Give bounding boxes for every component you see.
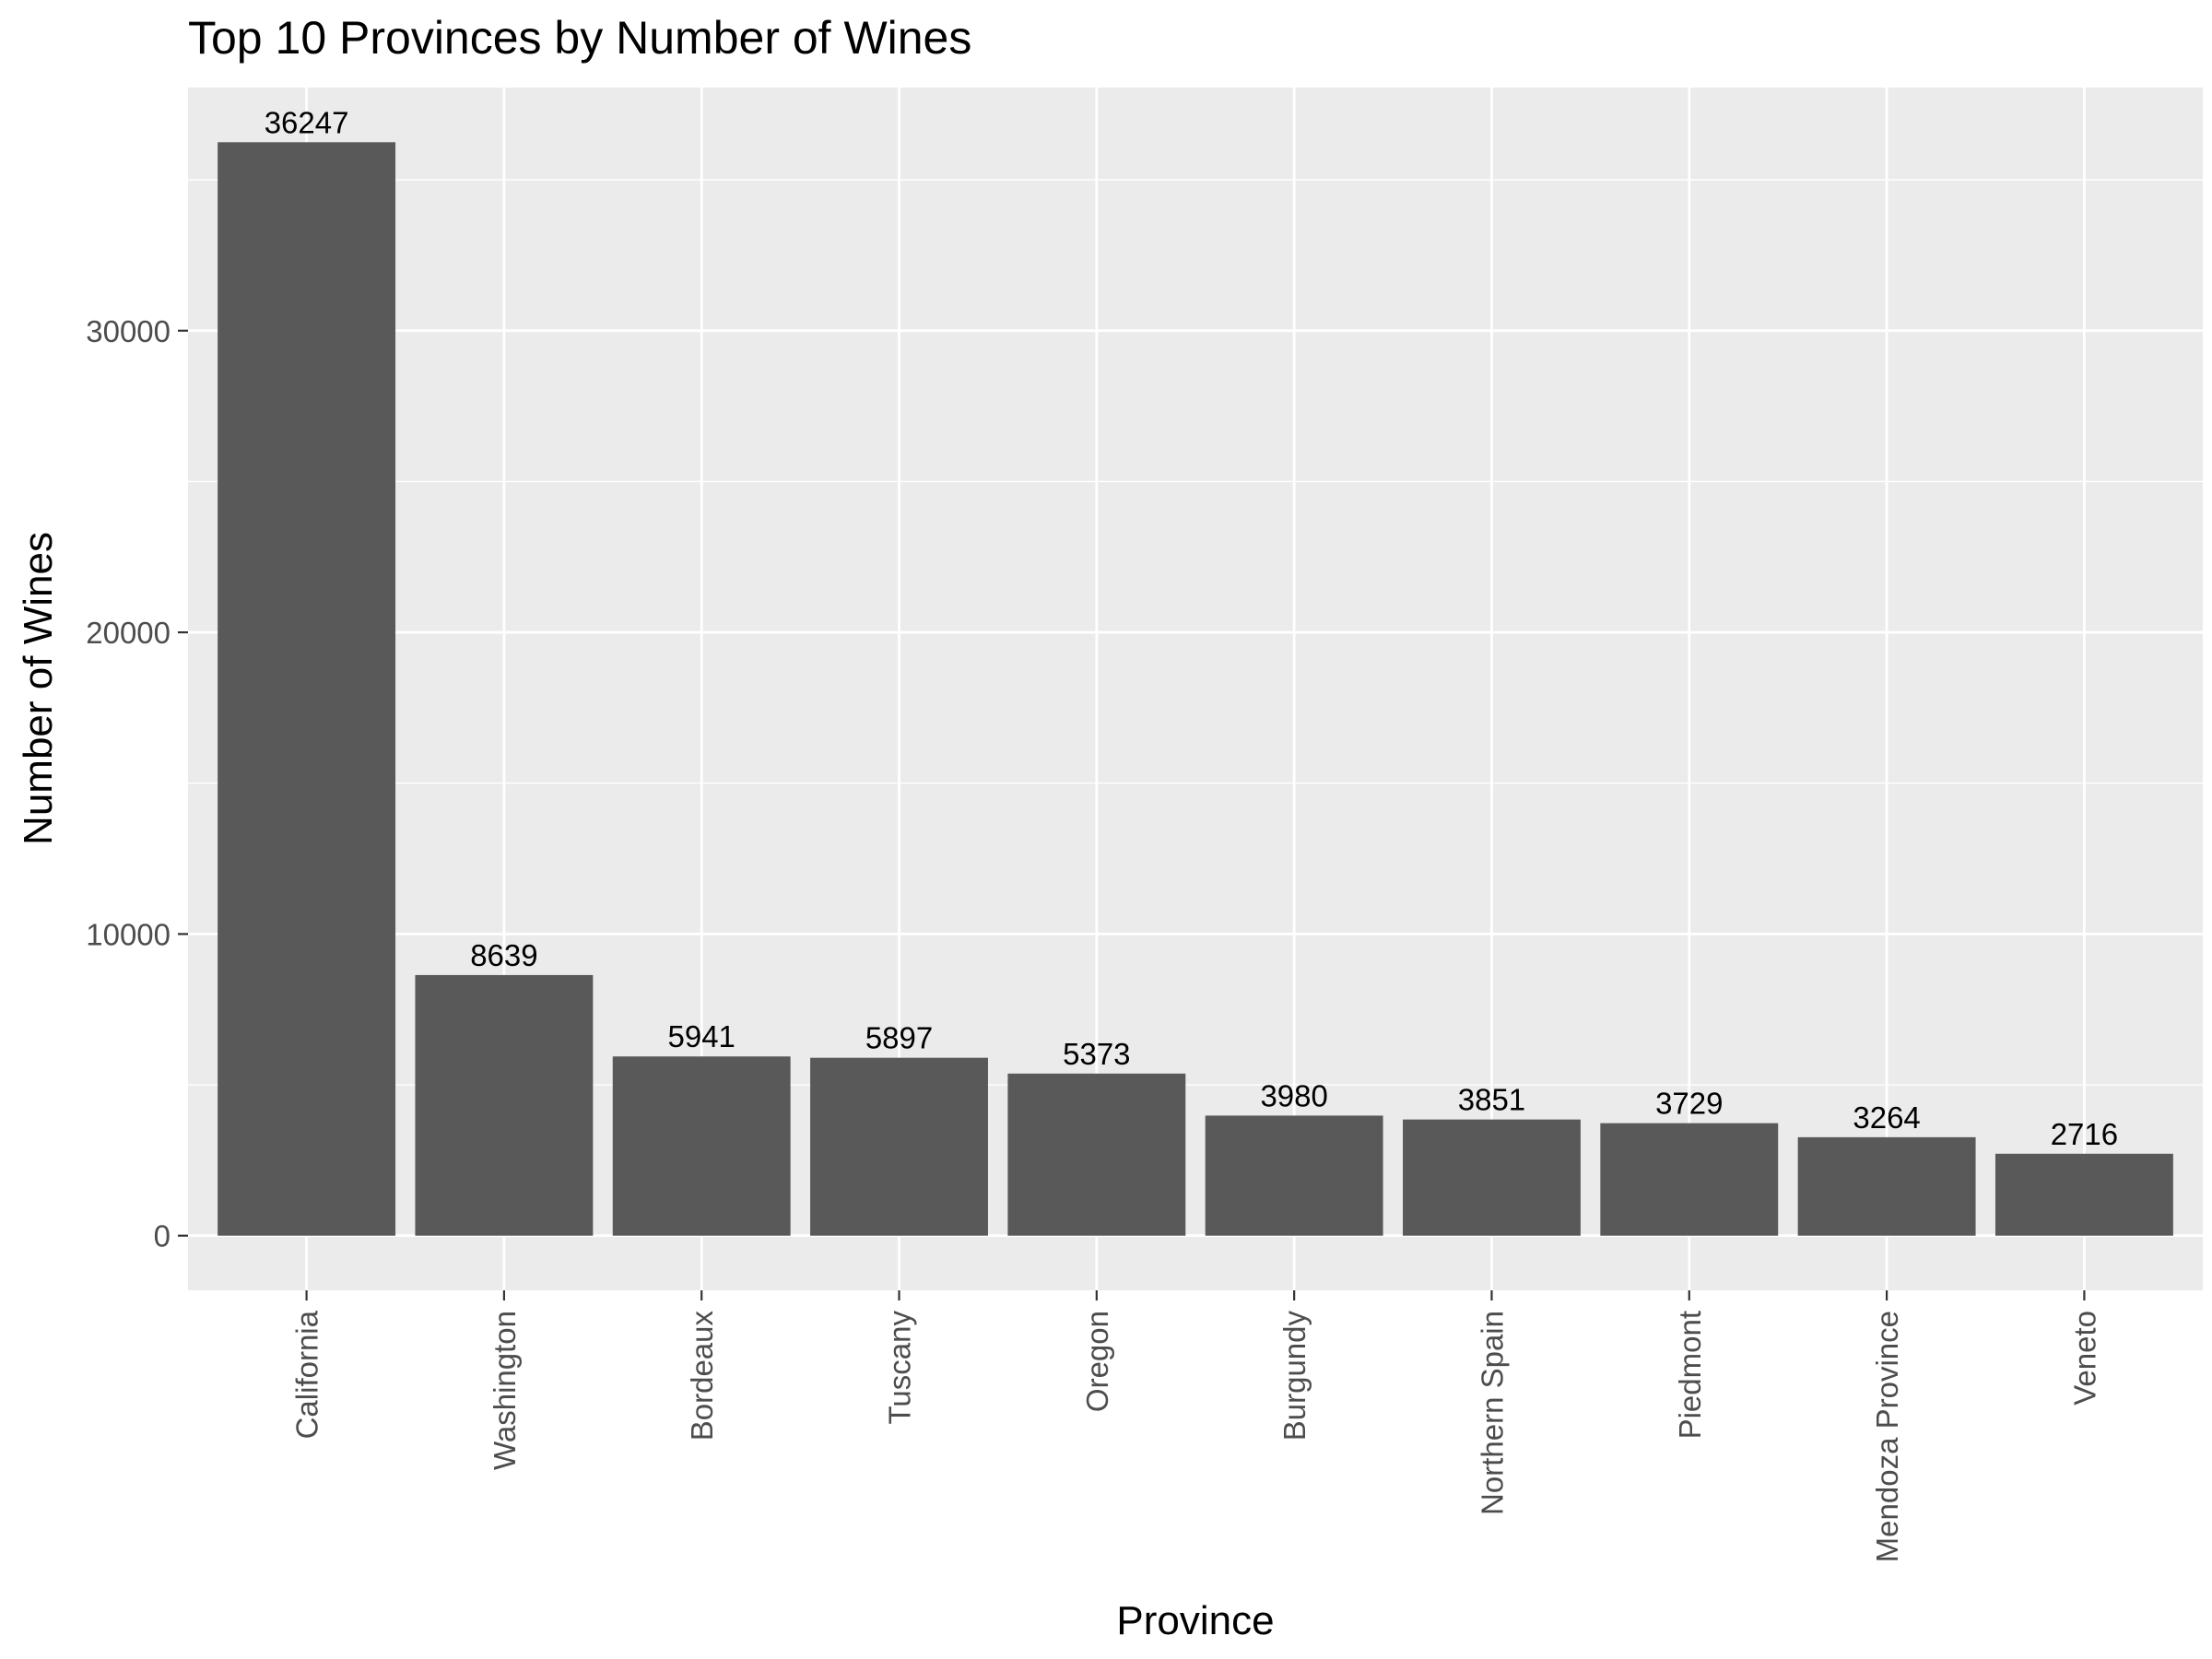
x-tick-label: Tuscany	[883, 1311, 917, 1425]
x-tick-label: Northern Spain	[1475, 1311, 1509, 1515]
bars	[218, 142, 2173, 1236]
bar-value-label: 8639	[470, 938, 537, 972]
y-tick-label: 20000	[86, 616, 171, 650]
bar-value-label: 2716	[2051, 1117, 2118, 1151]
x-tick-label: Burgundy	[1277, 1311, 1312, 1441]
y-tick-label: 0	[154, 1219, 171, 1253]
y-tick-label: 10000	[86, 917, 171, 951]
bar-bordeaux	[612, 1056, 791, 1236]
bar-value-label: 5897	[865, 1021, 933, 1055]
bar-value-label: 3264	[1853, 1100, 1920, 1135]
bar-mendoza-province	[1797, 1136, 1976, 1236]
bar-piedmont	[1600, 1123, 1779, 1236]
x-tick-label: Washington	[488, 1311, 522, 1470]
x-tick-label: Bordeaux	[685, 1311, 719, 1441]
x-axis-title: Province	[1116, 1598, 1274, 1643]
bar-veneto	[1994, 1153, 2173, 1236]
bar-value-label: 3851	[1458, 1083, 1525, 1117]
bar-oregon	[1007, 1073, 1186, 1236]
y-axis-title: Number of Wines	[16, 532, 61, 845]
bar-value-label: 3980	[1260, 1078, 1327, 1112]
chart-title: Top 10 Provinces by Number of Wines	[188, 12, 971, 64]
bar-value-label: 5373	[1063, 1037, 1130, 1071]
x-tick-label: Piedmont	[1673, 1311, 1707, 1439]
bar-value-labels: 36247 8639 5941 5897 5373 3980 3851 3729 3264 271…	[265, 105, 2118, 1150]
x-tick-label: Veneto	[2067, 1311, 2101, 1406]
bar-value-label: 3729	[1655, 1087, 1723, 1121]
bar-value-label: 36247	[265, 105, 349, 139]
bar-northern-spain	[1403, 1119, 1581, 1236]
bar-california	[218, 142, 396, 1236]
bar-tuscany	[810, 1057, 988, 1236]
bar-burgundy	[1205, 1115, 1383, 1236]
bar-washington	[415, 974, 594, 1236]
x-axis: California Washington Bordeaux Tuscany Orego…	[290, 1290, 2101, 1562]
y-tick-label: 30000	[86, 314, 171, 348]
x-tick-label: Oregon	[1080, 1311, 1114, 1412]
x-tick-label: Mendoza Province	[1870, 1311, 1904, 1562]
bar-value-label: 5941	[668, 1019, 735, 1053]
x-tick-label: California	[290, 1310, 324, 1439]
y-axis: 0 10000 20000 30000	[86, 314, 188, 1253]
